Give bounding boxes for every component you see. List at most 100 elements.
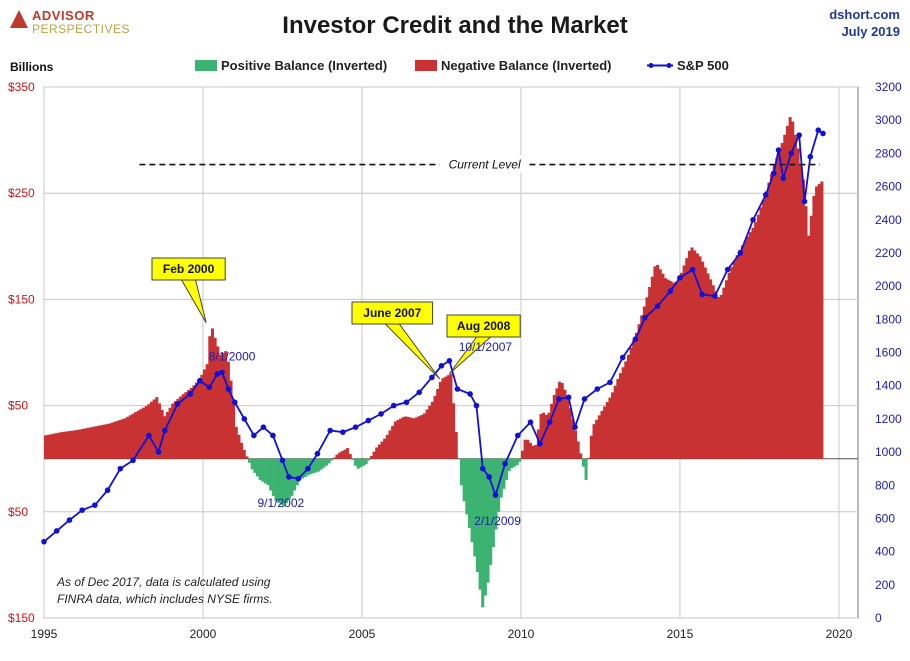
bar-negative-balance <box>110 422 114 459</box>
bar-negative-balance <box>152 399 156 459</box>
sp500-point <box>546 419 553 425</box>
bar-negative-balance <box>404 416 408 459</box>
bar-negative-balance <box>595 419 599 459</box>
bar-positive-balance <box>478 458 482 590</box>
bar-negative-balance <box>727 272 731 459</box>
bar-negative-balance <box>62 431 66 459</box>
bar-negative-balance <box>695 253 699 459</box>
bar-negative-balance <box>563 389 567 459</box>
sp500-point <box>724 266 731 273</box>
bar-negative-balance <box>428 405 432 459</box>
bar-negative-balance <box>730 266 734 459</box>
bar-negative-balance <box>73 430 77 459</box>
sp500-point <box>162 427 168 434</box>
bar-negative-balance <box>131 413 135 459</box>
bar-negative-balance <box>645 297 649 459</box>
bar-negative-balance <box>213 337 217 459</box>
bar-negative-balance <box>544 414 548 459</box>
source-site: dshort.com <box>829 7 900 22</box>
legend-label-negative: Negative Balance (Inverted) <box>441 58 612 73</box>
sp500-point <box>699 291 705 298</box>
bar-negative-balance <box>184 392 188 459</box>
bar-positive-balance <box>518 458 522 462</box>
current-level-label-bg <box>439 155 530 173</box>
bar-negative-balance <box>547 412 551 459</box>
bar-positive-balance <box>311 458 315 474</box>
source-date: July 2019 <box>841 24 900 39</box>
bar-positive-balance <box>324 458 328 466</box>
bar-positive-balance <box>470 458 474 543</box>
right-tick-label: 2600 <box>875 180 902 194</box>
bar-negative-balance <box>793 134 797 459</box>
sp500-date-label: 2/1/2009 <box>474 514 521 528</box>
sp500-point <box>295 475 302 482</box>
bar-negative-balance <box>671 282 676 459</box>
sp500-point <box>780 175 787 182</box>
sp500-point <box>594 386 601 392</box>
left-axis-title: Billions <box>10 60 54 74</box>
sp500-point <box>689 266 696 273</box>
bar-negative-balance <box>573 430 577 459</box>
bar-negative-balance <box>417 416 421 459</box>
bar-negative-balance <box>801 179 805 459</box>
bar-negative-balance <box>412 418 416 459</box>
right-tick-label: 1000 <box>875 445 902 459</box>
sp500-date-label: 8/1/2000 <box>209 349 256 363</box>
bar-positive-balance <box>483 458 487 596</box>
bar-positive-balance <box>301 458 305 479</box>
legend-line-sp500 <box>647 63 673 68</box>
sp500-point <box>197 377 203 384</box>
bar-negative-balance <box>719 294 723 459</box>
sp500-point <box>770 170 777 177</box>
bar-negative-balance <box>669 281 673 459</box>
bar-negative-balance <box>653 266 657 459</box>
bar-negative-balance <box>126 416 130 459</box>
sp500-point <box>225 386 232 392</box>
bar-positive-balance <box>316 458 320 472</box>
bar-negative-balance <box>576 441 580 459</box>
bar-negative-balance <box>89 427 93 459</box>
bar-negative-balance <box>608 397 612 459</box>
x-tick-label: 2005 <box>349 627 376 641</box>
bar-negative-balance <box>422 413 426 459</box>
bar-negative-balance <box>621 367 625 459</box>
data-note: As of Dec 2017, data is calculated using… <box>57 574 273 608</box>
bar-negative-balance <box>176 398 180 459</box>
bar-negative-balance <box>155 397 159 459</box>
bar-negative-balance <box>142 407 146 459</box>
bar-negative-balance <box>420 415 424 459</box>
bar-negative-balance <box>346 448 350 459</box>
sp500-point <box>279 457 286 464</box>
legend-item-sp500: S&P 500 <box>647 58 729 73</box>
bar-positive-balance <box>367 458 371 461</box>
legend-swatch-negative <box>415 60 437 71</box>
sp500-point <box>340 429 346 435</box>
bar-negative-balance <box>157 403 161 459</box>
sp500-point <box>537 440 543 447</box>
bar-positive-balance <box>303 458 307 477</box>
sp500-point <box>486 474 492 480</box>
right-tick-label: 200 <box>875 578 895 592</box>
bar-negative-balance <box>603 406 607 459</box>
sp500-point <box>251 432 257 439</box>
bar-negative-balance <box>709 279 713 459</box>
x-tick-label: 2010 <box>508 627 535 641</box>
sp500-point <box>801 198 808 205</box>
bar-negative-balance <box>539 414 543 459</box>
bar-negative-balance <box>123 418 127 459</box>
bar-negative-balance <box>600 410 604 459</box>
bar-negative-balance <box>679 272 683 459</box>
bar-negative-balance <box>666 279 670 459</box>
sp500-point <box>572 424 578 430</box>
bar-negative-balance <box>192 385 196 459</box>
sp500-point <box>632 336 639 343</box>
bar-negative-balance <box>640 315 644 459</box>
sp500-point <box>750 216 756 223</box>
left-tick-label: $50 <box>8 399 28 413</box>
sp500-point <box>514 432 521 439</box>
bar-negative-balance <box>624 361 628 459</box>
sp500-point <box>775 147 782 153</box>
bar-positive-balance <box>255 458 260 477</box>
callout-box <box>151 257 226 281</box>
bar-negative-balance <box>149 401 154 459</box>
